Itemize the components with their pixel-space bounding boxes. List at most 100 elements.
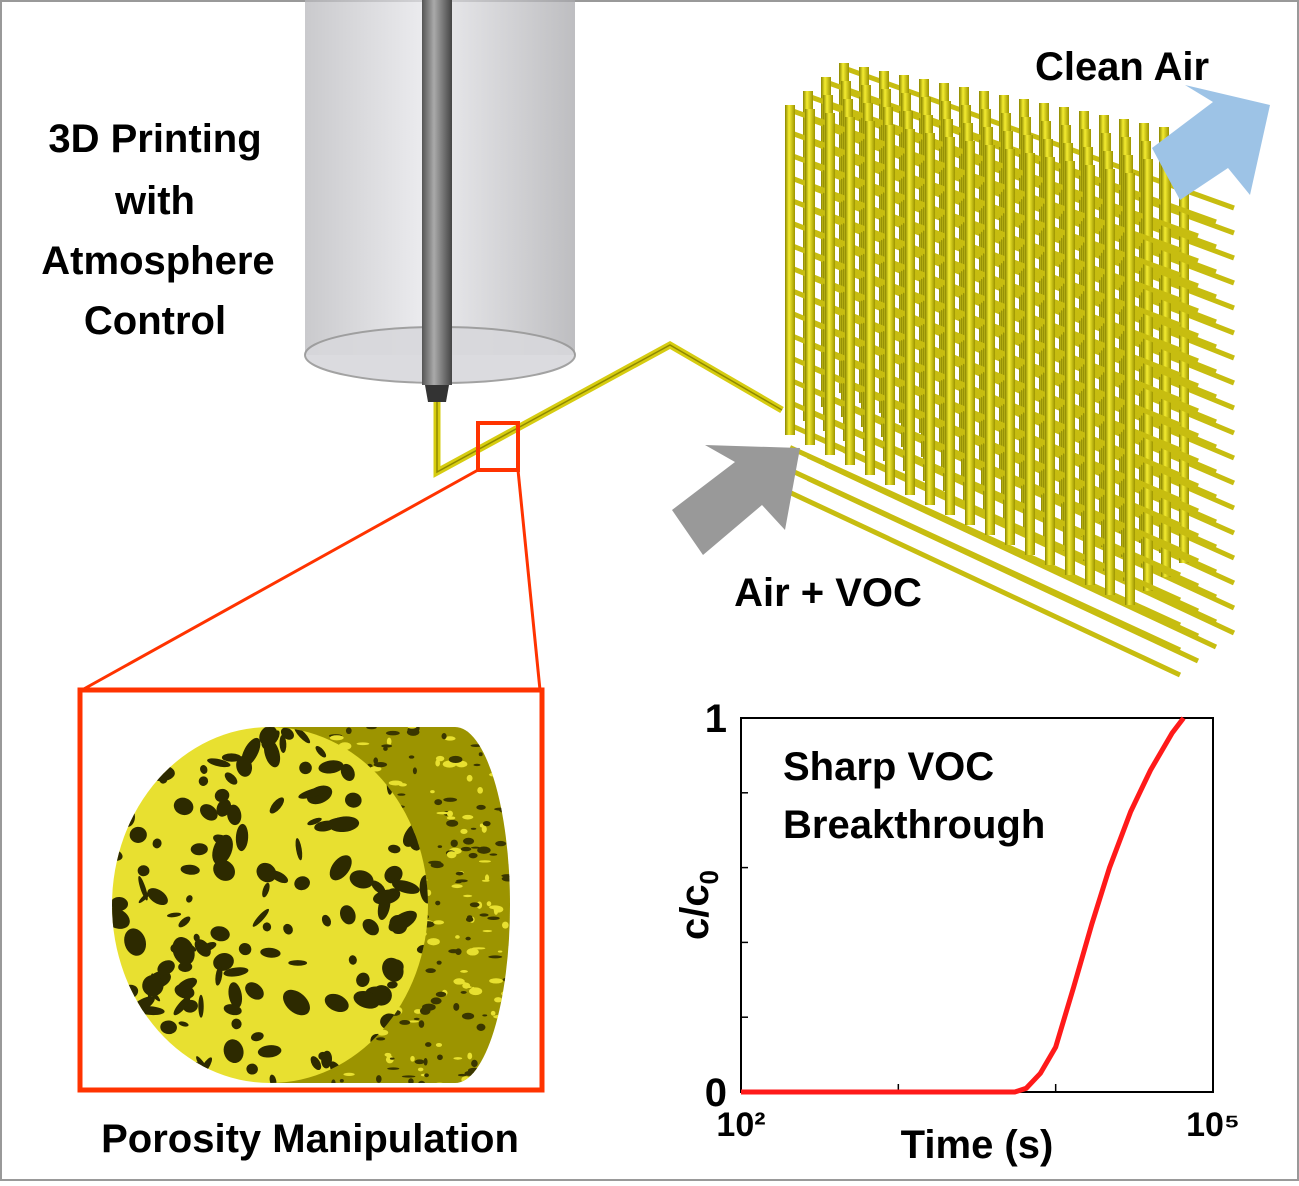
pore — [345, 792, 362, 808]
pore — [425, 968, 436, 974]
pore — [497, 950, 503, 953]
pore — [246, 1063, 258, 1075]
pore — [294, 727, 311, 744]
pore — [213, 953, 234, 971]
pore — [198, 776, 209, 786]
pore — [343, 1072, 355, 1077]
pore — [477, 786, 483, 794]
lattice-rod — [845, 117, 855, 465]
lattice-rod — [1085, 165, 1095, 585]
x-axis-label: Time (s) — [901, 1123, 1054, 1167]
pore — [441, 733, 447, 740]
lattice-rod — [925, 133, 935, 505]
pore — [482, 929, 493, 933]
pore — [223, 1039, 244, 1063]
pore — [465, 916, 474, 923]
y-tick-label: 1 — [705, 697, 727, 741]
pore — [137, 865, 150, 877]
pore — [250, 1032, 264, 1042]
pore — [392, 880, 420, 894]
lattice-rod — [785, 105, 795, 435]
pore — [470, 744, 482, 747]
pore — [453, 1057, 463, 1060]
pore — [455, 871, 464, 876]
pore — [295, 838, 303, 861]
pore — [471, 986, 476, 993]
pore — [417, 1067, 424, 1072]
pore — [269, 1074, 277, 1083]
pore — [214, 788, 230, 803]
pore — [376, 1075, 382, 1083]
pore — [435, 900, 441, 906]
pore — [478, 752, 483, 757]
process-label: with — [114, 179, 195, 223]
lattice-rod — [1005, 149, 1015, 545]
pore — [389, 1057, 395, 1060]
pore — [489, 978, 503, 984]
lattice-rod — [1105, 169, 1115, 595]
pore — [324, 993, 349, 1013]
pore — [387, 981, 398, 989]
pore — [495, 840, 507, 847]
pore — [408, 755, 415, 759]
pore — [373, 757, 379, 765]
pore — [414, 1059, 425, 1065]
pore — [200, 804, 218, 821]
pore — [466, 774, 473, 782]
pore — [468, 852, 478, 859]
pore — [207, 758, 231, 768]
pore — [180, 864, 200, 875]
pore — [349, 870, 374, 889]
annotation: Breakthrough — [783, 803, 1045, 847]
pore — [413, 1017, 420, 1021]
pore — [446, 851, 457, 859]
pore — [256, 862, 277, 883]
pore — [315, 746, 327, 758]
pore — [408, 1078, 414, 1083]
pore — [418, 1020, 425, 1028]
pore — [479, 913, 489, 917]
pore — [194, 939, 211, 957]
y-axis-label: c/c0 — [673, 870, 724, 940]
pore — [262, 922, 272, 932]
pore — [487, 916, 500, 920]
pore — [152, 838, 162, 849]
pore — [481, 879, 490, 882]
pore — [407, 727, 417, 729]
pore — [482, 1014, 488, 1017]
pore — [462, 982, 471, 989]
porosity-label: Porosity Manipulation — [101, 1117, 519, 1161]
pore — [112, 896, 129, 911]
lattice-rod — [1025, 153, 1035, 555]
pore — [231, 1018, 242, 1030]
pore — [489, 853, 498, 856]
inlet-arrow — [672, 445, 800, 555]
pore — [463, 837, 475, 845]
pore — [486, 901, 492, 907]
y-axis-label-text: c/c — [673, 884, 717, 940]
pore — [388, 844, 401, 854]
pore — [451, 884, 463, 889]
pore — [386, 1053, 392, 1058]
pore — [329, 735, 344, 741]
pore — [353, 991, 380, 1009]
pore — [383, 746, 388, 751]
pore — [473, 763, 481, 767]
pore — [178, 916, 191, 928]
pore — [435, 1042, 443, 1047]
pore — [425, 1042, 432, 1047]
pore — [488, 955, 503, 959]
pore — [235, 823, 249, 852]
pore — [339, 1078, 344, 1083]
pore — [433, 920, 445, 925]
pore — [348, 955, 357, 965]
lattice-rod — [1161, 145, 1171, 577]
pore — [288, 960, 308, 966]
pore — [435, 991, 447, 998]
lattice-rod — [1179, 131, 1189, 563]
pore — [210, 926, 230, 942]
pore — [387, 876, 396, 883]
pore — [262, 882, 270, 898]
pore — [418, 1080, 426, 1083]
pore — [112, 907, 130, 929]
